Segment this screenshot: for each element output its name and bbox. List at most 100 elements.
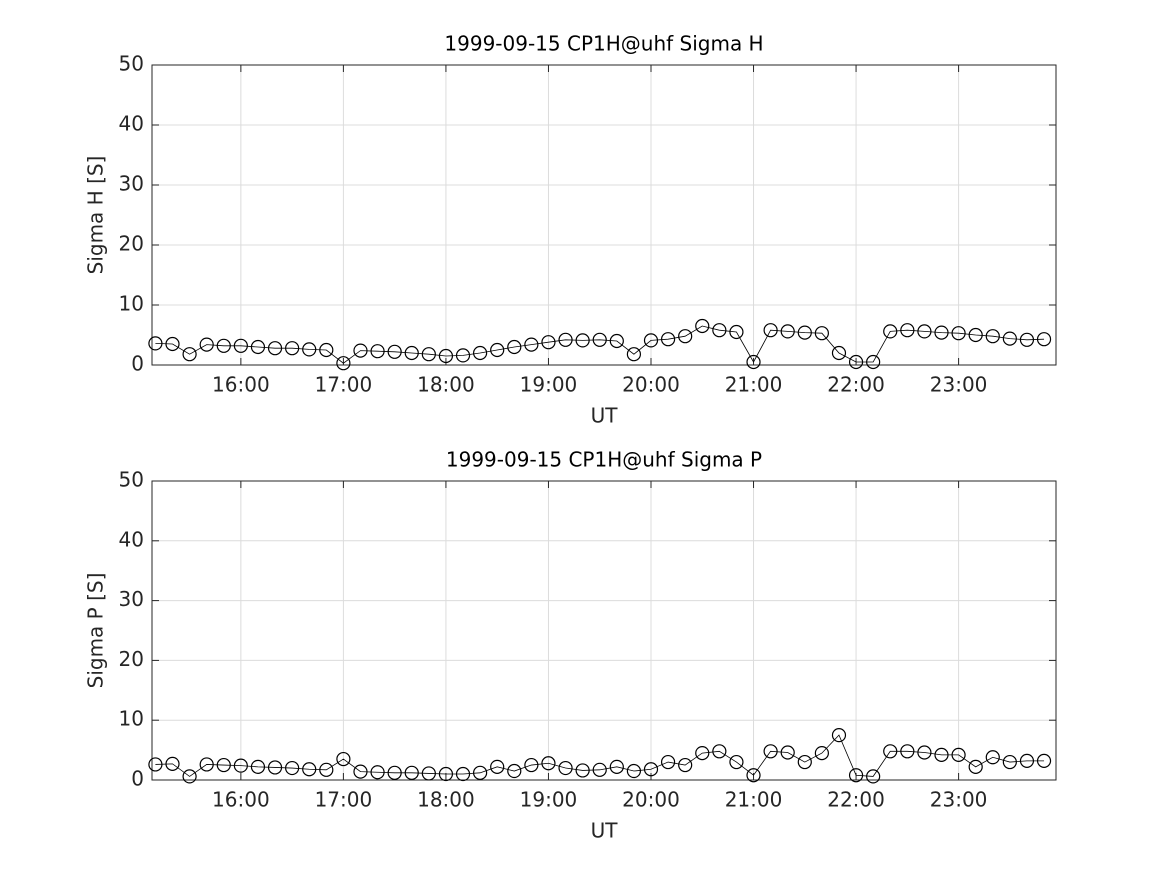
data-point <box>678 757 693 773</box>
data-point <box>848 768 864 783</box>
data-point <box>592 762 607 777</box>
data-point <box>626 763 642 779</box>
data-point <box>866 769 881 784</box>
y-tick-label: 10 <box>119 707 144 731</box>
data-point <box>934 325 949 340</box>
data-point <box>250 339 266 355</box>
data-point <box>746 768 761 783</box>
data-point <box>404 345 419 361</box>
data-point <box>780 745 795 760</box>
data-point <box>626 347 642 362</box>
data-point <box>558 332 573 347</box>
data-point <box>575 333 590 348</box>
data-point <box>729 324 744 340</box>
data-point <box>370 344 385 359</box>
x-axis-label: UT <box>591 819 619 843</box>
data-point <box>319 342 334 358</box>
x-tick-label: 16:00 <box>212 373 270 397</box>
data-point <box>917 745 932 760</box>
data-point <box>934 747 949 762</box>
y-tick-label: 0 <box>131 352 144 376</box>
data-point <box>575 763 590 778</box>
data-point <box>814 326 829 341</box>
data-point <box>438 348 454 364</box>
data-point <box>712 323 727 338</box>
data-point <box>524 337 539 352</box>
data-point <box>370 765 385 780</box>
data-line <box>155 325 1045 364</box>
data-point <box>490 759 505 774</box>
data-point <box>165 336 180 352</box>
data-point <box>763 744 778 759</box>
data-point <box>524 757 539 773</box>
data-point <box>233 338 248 353</box>
data-point <box>883 324 898 339</box>
axes-box <box>151 64 1057 366</box>
data-point <box>797 325 812 340</box>
data-point <box>285 760 300 776</box>
data-point <box>421 347 436 362</box>
x-tick-label: 21:00 <box>725 788 783 812</box>
data-point <box>780 324 795 339</box>
x-tick-label: 17:00 <box>315 788 373 812</box>
x-tick-label: 22:00 <box>827 788 885 812</box>
data-point <box>1002 754 1017 770</box>
x-tick-label: 19:00 <box>520 788 578 812</box>
plot-area <box>152 481 1056 780</box>
data-point <box>951 747 966 762</box>
data-line <box>155 734 1045 777</box>
x-tick-label: 22:00 <box>827 373 885 397</box>
data-point <box>831 728 847 743</box>
data-point <box>199 337 214 352</box>
data-point <box>233 758 248 773</box>
chart-title: 1999-09-15 CP1H@uhf Sigma H <box>444 32 763 56</box>
x-axis-label: UT <box>591 404 619 428</box>
data-point <box>455 348 471 363</box>
data-point <box>712 744 727 759</box>
data-point <box>814 745 829 761</box>
data-point <box>182 347 197 362</box>
data-point <box>985 750 1000 765</box>
data-point <box>455 766 471 782</box>
data-point <box>267 760 283 775</box>
data-point <box>148 757 163 772</box>
y-tick-label: 30 <box>119 172 144 196</box>
data-point <box>216 757 231 773</box>
data-point <box>900 744 915 759</box>
data-point <box>250 759 266 774</box>
data-point <box>336 356 351 371</box>
data-point <box>1019 753 1035 768</box>
data-point <box>643 333 659 348</box>
data-point <box>336 751 351 767</box>
data-point <box>507 339 522 355</box>
data-point <box>165 756 180 771</box>
data-point <box>490 342 505 358</box>
x-tick-label: 23:00 <box>930 788 988 812</box>
data-point <box>678 329 693 344</box>
y-tick-label: 30 <box>119 587 144 611</box>
y-tick-label: 10 <box>119 292 144 316</box>
data-point <box>199 757 214 772</box>
data-point <box>473 345 488 361</box>
plot-area <box>152 65 1056 365</box>
data-point <box>182 769 197 784</box>
data-point <box>541 335 556 350</box>
data-point <box>968 327 983 343</box>
data-point <box>507 763 522 779</box>
data-point <box>729 754 744 770</box>
data-point <box>695 745 710 761</box>
data-point <box>387 765 402 780</box>
data-point <box>660 754 676 770</box>
data-point <box>592 332 607 347</box>
data-point <box>421 766 436 781</box>
x-tick-label: 18:00 <box>417 373 475 397</box>
x-tick-label: 23:00 <box>930 373 988 397</box>
data-point <box>302 342 317 357</box>
x-tick-label: 21:00 <box>725 373 783 397</box>
data-point <box>609 759 624 774</box>
data-point <box>1002 331 1017 346</box>
data-point <box>917 324 932 339</box>
data-point <box>1019 332 1035 347</box>
y-tick-label: 20 <box>119 647 144 671</box>
